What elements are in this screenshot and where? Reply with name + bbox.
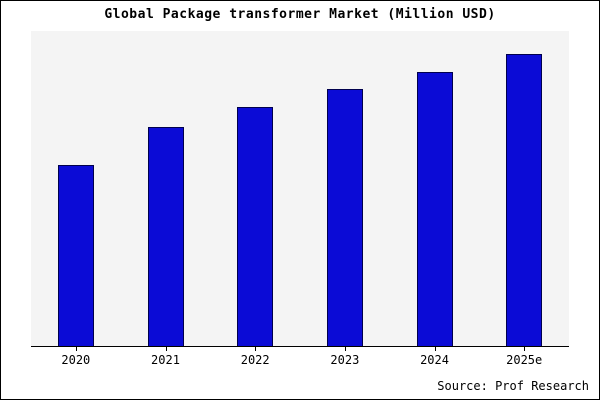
x-tick-label-2024: 2024 [390, 347, 480, 369]
x-tick-label-2025e: 2025e [479, 347, 569, 369]
bar-slot-2023 [300, 31, 390, 346]
chart-title: Global Package transformer Market (Milli… [104, 7, 496, 22]
bar-slot-2024 [390, 31, 480, 346]
bar-2025e [506, 54, 543, 346]
bar-slot-2022 [210, 31, 300, 346]
bar-2022 [237, 106, 274, 346]
bar-group [31, 31, 569, 346]
bar-slot-2021 [121, 31, 211, 346]
bar-2023 [326, 89, 363, 346]
source-credit: Source: Prof Research [437, 379, 589, 393]
x-tick-label-2020: 2020 [31, 347, 121, 369]
x-tick-label-2023: 2023 [300, 347, 390, 369]
x-tick-label-2022: 2022 [210, 347, 300, 369]
x-tick-label-2021: 2021 [121, 347, 211, 369]
bar-slot-2020 [31, 31, 121, 346]
bar-slot-2025e [479, 31, 569, 346]
plot-area [31, 31, 569, 347]
x-axis-labels: 2020 2021 2022 2023 2024 2025e [31, 347, 569, 369]
bar-2024 [416, 71, 453, 346]
bar-2020 [57, 165, 94, 346]
bar-2021 [147, 127, 184, 346]
